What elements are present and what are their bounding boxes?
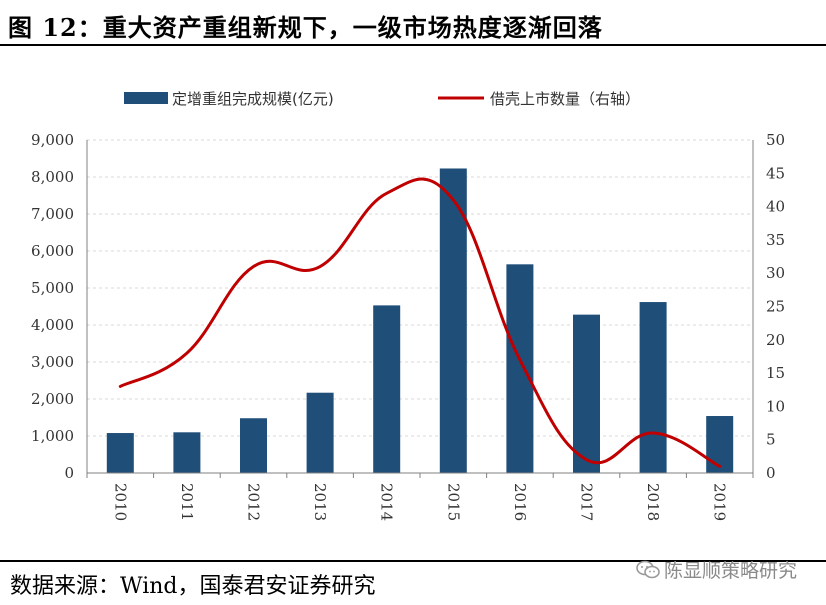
y-right-tick-label: 20	[766, 331, 785, 349]
x-tick-label-2013: 2013	[311, 483, 329, 521]
y-left-tick-label: 2,000	[31, 390, 74, 408]
y-left-tick-label: 0	[64, 464, 74, 482]
y-right-tick-label: 10	[766, 397, 785, 415]
bar-2015	[439, 168, 467, 474]
line-series	[118, 177, 722, 468]
x-tick-label-2010: 2010	[111, 483, 129, 521]
x-tick-label-2017: 2017	[578, 483, 596, 521]
x-tick-label-2018: 2018	[644, 483, 662, 521]
y-right-tick-label: 50	[766, 131, 785, 149]
bar-2011	[173, 432, 201, 473]
bar-series	[106, 168, 734, 474]
y-left-tick-label: 8,000	[31, 168, 74, 186]
y-right-tick-label: 40	[766, 198, 785, 216]
x-tick-label-2014: 2014	[378, 483, 396, 521]
wechat-icon	[636, 560, 660, 578]
bar-2013	[306, 392, 334, 473]
watermark: 陈显顺策略研究	[636, 556, 797, 583]
legend: 定增重组完成规模(亿元) 借壳上市数量（右轴）	[124, 90, 640, 108]
x-tick-label-2011: 2011	[178, 483, 196, 521]
bar-2012	[240, 418, 267, 473]
title-rule	[0, 44, 826, 46]
y-right-tick-label: 0	[766, 464, 776, 482]
source-note: 数据来源：Wind，国泰君安证券研究	[10, 574, 376, 599]
combo-chart: 0 1,000 2,000 3,000 4,000 5,000 6,000 7,000 8,00…	[31, 90, 785, 521]
bar-2019	[706, 416, 734, 473]
bar-2018	[639, 302, 667, 473]
y-left-tick-label: 5,000	[31, 279, 74, 297]
bar-2010	[106, 433, 134, 473]
x-tick-label-2012: 2012	[245, 483, 263, 521]
y-tick-labels: 0 1,000 2,000 3,000 4,000 5,000 6,000 7,000 8,00…	[31, 131, 785, 482]
y-right-tick-label: 5	[766, 431, 776, 449]
legend-bar-label: 定增重组完成规模(亿元)	[172, 90, 334, 108]
x-tick-label-2015: 2015	[444, 483, 462, 521]
y-left-tick-label: 6,000	[31, 242, 74, 260]
y-left-tick-label: 1,000	[31, 427, 74, 445]
legend-line-label: 借壳上市数量（右轴）	[490, 90, 640, 108]
watermark-label: 陈显顺策略研究	[664, 560, 798, 582]
y-right-tick-label: 25	[766, 298, 785, 316]
bar-2014	[373, 305, 401, 473]
source-rule	[0, 560, 826, 562]
y-right-tick-label: 15	[766, 364, 785, 382]
x-tick-label-2019: 2019	[711, 483, 729, 521]
y-left-tick-label: 9,000	[31, 131, 74, 149]
bar-2016	[506, 264, 534, 473]
bar-2017	[573, 314, 600, 473]
x-tick-label-2016: 2016	[511, 483, 529, 521]
y-left-tick-label: 4,000	[31, 316, 74, 334]
y-right-tick-label: 30	[766, 264, 785, 282]
y-left-tick-label: 3,000	[31, 353, 74, 371]
y-right-tick-label: 35	[766, 231, 785, 249]
y-left-tick-label: 7,000	[31, 205, 74, 223]
legend-bar-swatch	[124, 92, 168, 104]
axes	[86, 140, 754, 478]
y-right-tick-label: 45	[766, 164, 785, 182]
x-tick-labels: 2010 2011 2012 2013 2014 2015 2016 2017 2018 2019	[111, 483, 728, 521]
line-path	[118, 177, 722, 468]
figure-title: 图 12：重大资产重组新规下，一级市场热度逐渐回落	[8, 13, 603, 42]
